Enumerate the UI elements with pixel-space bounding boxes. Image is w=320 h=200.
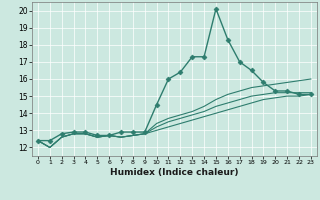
X-axis label: Humidex (Indice chaleur): Humidex (Indice chaleur) bbox=[110, 168, 239, 177]
